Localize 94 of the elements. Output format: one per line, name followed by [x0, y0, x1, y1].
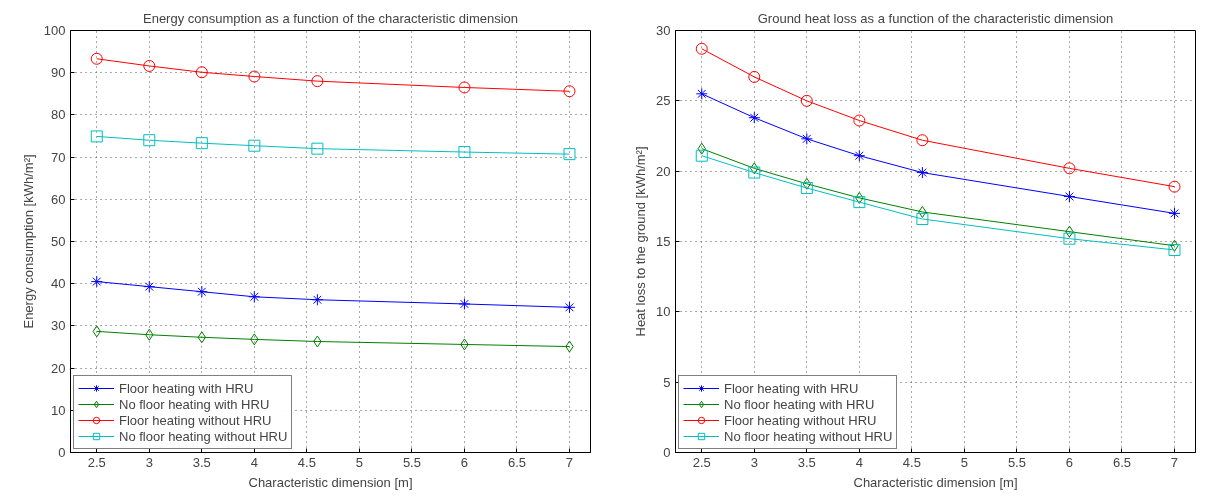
- y-tick-label: 10: [51, 402, 66, 418]
- x-tick-label: 2.5: [692, 454, 711, 470]
- point: [311, 75, 324, 88]
- y-tick-label: 0: [663, 445, 671, 460]
- point: [1168, 180, 1181, 193]
- point: [853, 149, 866, 162]
- x-tick-label: 2.5: [87, 454, 106, 470]
- y-tick-label: 25: [656, 93, 671, 109]
- point: [748, 70, 761, 83]
- point: [916, 212, 929, 225]
- x-tick-label: 4.5: [902, 454, 921, 470]
- x-tick-label: 6: [1065, 454, 1074, 470]
- point: [695, 149, 708, 162]
- point: [195, 66, 208, 79]
- point: [143, 134, 156, 147]
- point: [248, 290, 261, 303]
- x-tick-label: 4: [855, 454, 863, 470]
- x-tick-label: 5.5: [402, 454, 421, 470]
- x-tick-label: 6: [460, 454, 469, 470]
- point: [800, 94, 813, 107]
- point: [311, 293, 324, 306]
- y-tick-label: 100: [43, 23, 66, 38]
- x-axis-title: Characteristic dimension [m]: [853, 474, 1018, 490]
- point: [1168, 207, 1181, 220]
- y-axis-title: Heat loss to the ground [kWh/m²]: [633, 146, 649, 337]
- point: [695, 87, 708, 100]
- point: [800, 182, 813, 195]
- x-tick-label: 3.5: [192, 454, 211, 470]
- y-tick-label: 10: [656, 304, 671, 320]
- y-tick-label: 5: [663, 374, 671, 390]
- x-tick-label: 7: [1170, 454, 1179, 470]
- point: [853, 114, 866, 127]
- point: [1063, 162, 1076, 175]
- legend-label: No floor heating without HRU: [119, 428, 288, 444]
- point: [563, 148, 576, 161]
- point: [563, 301, 576, 314]
- x-axis-title: Characteristic dimension [m]: [248, 474, 413, 490]
- y-tick-label: 30: [51, 318, 66, 334]
- y-tick-label: 50: [51, 234, 66, 249]
- point: [916, 134, 929, 147]
- x-tick-label: 4.5: [297, 454, 316, 470]
- point: [248, 139, 261, 152]
- y-tick-label: 70: [51, 149, 66, 165]
- point: [458, 81, 471, 94]
- y-tick-label: 20: [51, 360, 66, 376]
- y-tick-label: 60: [51, 191, 66, 207]
- legend-label: Floor heating without HRU: [724, 412, 877, 428]
- point: [248, 70, 261, 83]
- point: [311, 142, 324, 155]
- x-tick-label: 3.5: [797, 454, 816, 470]
- x-tick-label: 6.5: [1112, 454, 1132, 470]
- point: [748, 166, 761, 179]
- point: [563, 85, 576, 98]
- y-tick-label: 30: [656, 23, 671, 38]
- x-tick-label: 5: [960, 454, 969, 470]
- point: [1168, 243, 1181, 256]
- point: [143, 59, 156, 72]
- point: [1063, 232, 1076, 245]
- y-tick-label: 0: [58, 445, 66, 460]
- y-tick-label: 20: [656, 163, 671, 179]
- legend-label: Floor heating with HRU: [724, 380, 859, 396]
- legend-label: Floor heating without HRU: [119, 412, 272, 428]
- y-tick-label: 15: [656, 234, 671, 249]
- point: [195, 285, 208, 298]
- legend-label: No floor heating with HRU: [119, 396, 270, 412]
- point: [143, 280, 156, 293]
- x-tick-label: 3: [750, 454, 758, 470]
- x-tick-label: 4: [250, 454, 258, 470]
- point: [458, 146, 471, 159]
- x-tick-label: 6.5: [507, 454, 527, 470]
- x-tick-label: 7: [565, 454, 574, 470]
- chart-title: Ground heat loss as a function of the characteristic dimension: [757, 10, 1114, 26]
- legend-label: No floor heating with HRU: [724, 396, 875, 412]
- point: [195, 137, 208, 150]
- point: [90, 130, 103, 143]
- point: [800, 132, 813, 145]
- legend-label: Floor heating with HRU: [119, 380, 254, 396]
- point: [90, 275, 103, 288]
- legend-label: No floor heating without HRU: [724, 428, 893, 444]
- y-tick-label: 90: [51, 65, 66, 81]
- point: [1063, 190, 1076, 203]
- point: [916, 166, 929, 179]
- x-tick-label: 5: [355, 454, 364, 470]
- x-tick-label: 3: [145, 454, 153, 470]
- point: [748, 111, 761, 124]
- point: [695, 42, 708, 55]
- point: [458, 297, 471, 310]
- point: [853, 196, 866, 209]
- y-tick-label: 80: [51, 107, 66, 123]
- point: [90, 52, 103, 65]
- chart-title: Energy consumption as a function of the characteristic dimension: [142, 10, 519, 26]
- y-tick-label: 40: [51, 276, 66, 292]
- x-tick-label: 5.5: [1007, 454, 1026, 470]
- y-axis-title: Energy consumption [kWh/m²]: [20, 154, 36, 329]
